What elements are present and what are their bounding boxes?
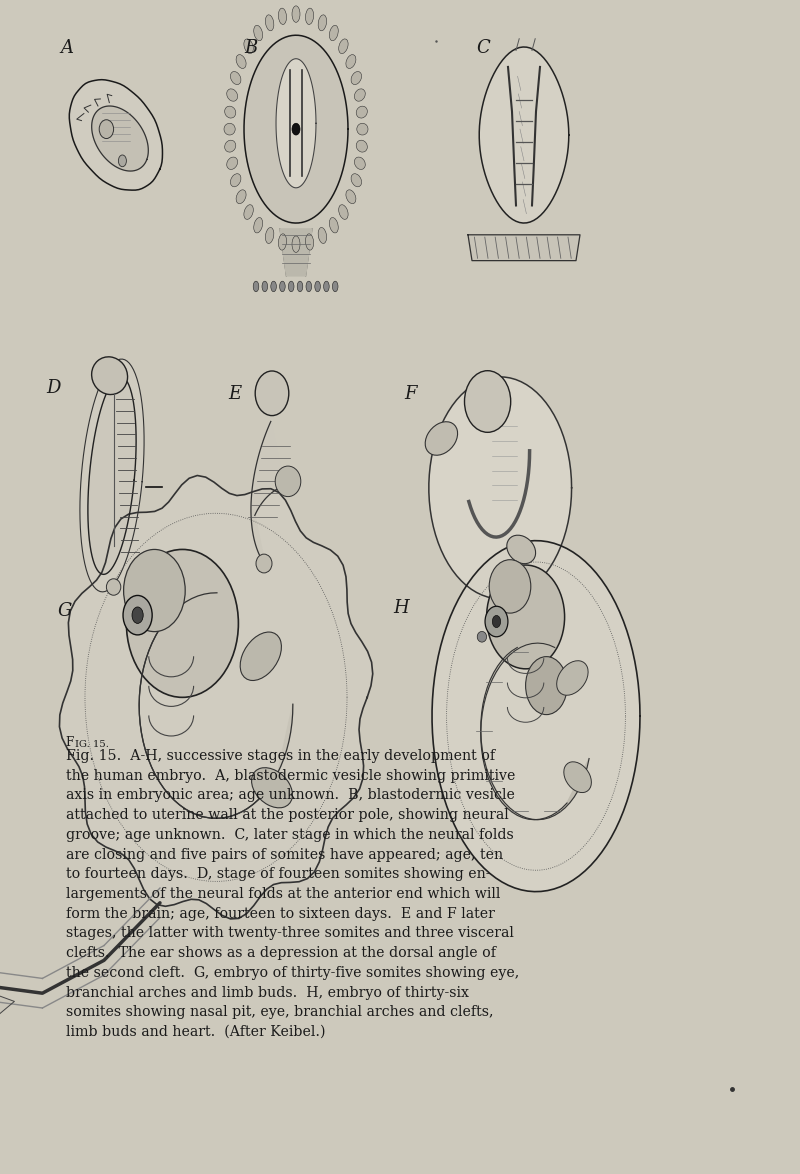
Ellipse shape <box>330 217 338 232</box>
Ellipse shape <box>253 281 259 292</box>
Ellipse shape <box>354 89 366 101</box>
Ellipse shape <box>356 140 367 153</box>
Ellipse shape <box>230 174 241 187</box>
Ellipse shape <box>224 123 235 135</box>
Ellipse shape <box>240 632 282 681</box>
Ellipse shape <box>255 371 289 416</box>
Ellipse shape <box>292 6 300 22</box>
Ellipse shape <box>226 157 238 169</box>
Ellipse shape <box>478 632 486 642</box>
Text: D: D <box>46 379 61 397</box>
Polygon shape <box>280 229 312 276</box>
Ellipse shape <box>333 281 338 292</box>
Ellipse shape <box>236 55 246 68</box>
Ellipse shape <box>251 768 293 808</box>
Text: IG. 15.: IG. 15. <box>75 740 115 749</box>
Polygon shape <box>80 359 144 592</box>
Ellipse shape <box>356 106 367 119</box>
Ellipse shape <box>346 190 356 203</box>
Text: F: F <box>404 385 417 403</box>
Ellipse shape <box>292 236 300 252</box>
Text: F: F <box>66 736 74 749</box>
Ellipse shape <box>354 157 366 169</box>
Polygon shape <box>92 106 148 171</box>
Ellipse shape <box>225 140 236 153</box>
Ellipse shape <box>230 72 241 85</box>
Ellipse shape <box>338 39 348 54</box>
Text: Fig. 15.  A-H, successive stages in the early development of
the human embryo.  : Fig. 15. A-H, successive stages in the e… <box>66 749 519 1039</box>
Polygon shape <box>468 235 580 261</box>
Ellipse shape <box>92 357 127 394</box>
Polygon shape <box>432 541 640 891</box>
Ellipse shape <box>132 607 143 623</box>
Ellipse shape <box>330 26 338 41</box>
Ellipse shape <box>318 15 326 31</box>
Ellipse shape <box>323 281 330 292</box>
Ellipse shape <box>315 281 321 292</box>
Ellipse shape <box>346 55 356 68</box>
Ellipse shape <box>124 549 186 632</box>
Text: G: G <box>58 602 72 620</box>
Ellipse shape <box>126 549 238 697</box>
Ellipse shape <box>486 565 565 669</box>
Ellipse shape <box>256 554 272 573</box>
Ellipse shape <box>123 595 152 635</box>
Text: B: B <box>244 39 258 56</box>
Ellipse shape <box>236 190 246 203</box>
Ellipse shape <box>225 106 236 119</box>
Ellipse shape <box>557 661 588 695</box>
Ellipse shape <box>270 281 277 292</box>
Ellipse shape <box>226 89 238 101</box>
Ellipse shape <box>306 281 312 292</box>
Ellipse shape <box>278 8 286 25</box>
Ellipse shape <box>507 535 535 564</box>
Ellipse shape <box>492 615 501 628</box>
Ellipse shape <box>351 72 362 85</box>
Ellipse shape <box>262 281 267 292</box>
Ellipse shape <box>351 174 362 187</box>
Ellipse shape <box>288 281 294 292</box>
Ellipse shape <box>244 39 254 54</box>
Ellipse shape <box>490 560 531 613</box>
Polygon shape <box>88 377 136 574</box>
Ellipse shape <box>118 155 126 167</box>
Ellipse shape <box>338 204 348 220</box>
Ellipse shape <box>278 234 286 250</box>
Ellipse shape <box>526 656 567 715</box>
Text: A: A <box>60 39 73 56</box>
Ellipse shape <box>254 26 262 41</box>
Ellipse shape <box>266 15 274 31</box>
Ellipse shape <box>280 281 285 292</box>
Ellipse shape <box>306 234 314 250</box>
Ellipse shape <box>254 217 262 232</box>
Ellipse shape <box>465 371 510 432</box>
Polygon shape <box>0 969 14 1084</box>
Polygon shape <box>276 59 316 188</box>
Ellipse shape <box>266 228 274 243</box>
Text: E: E <box>228 385 241 403</box>
Polygon shape <box>244 35 348 223</box>
Ellipse shape <box>318 228 326 243</box>
Text: C: C <box>476 39 490 56</box>
Ellipse shape <box>275 466 301 497</box>
Ellipse shape <box>357 123 368 135</box>
Polygon shape <box>139 593 293 818</box>
Ellipse shape <box>426 421 458 456</box>
Polygon shape <box>70 80 162 190</box>
Polygon shape <box>481 643 589 819</box>
Ellipse shape <box>306 8 314 25</box>
Polygon shape <box>429 377 571 599</box>
Polygon shape <box>251 421 290 565</box>
Polygon shape <box>479 47 569 223</box>
Ellipse shape <box>485 606 508 636</box>
Ellipse shape <box>106 579 121 595</box>
Ellipse shape <box>99 120 114 139</box>
Ellipse shape <box>244 204 254 220</box>
Ellipse shape <box>564 762 591 792</box>
Text: H: H <box>394 599 410 616</box>
Ellipse shape <box>292 123 300 135</box>
Ellipse shape <box>298 281 302 292</box>
Polygon shape <box>59 475 373 919</box>
